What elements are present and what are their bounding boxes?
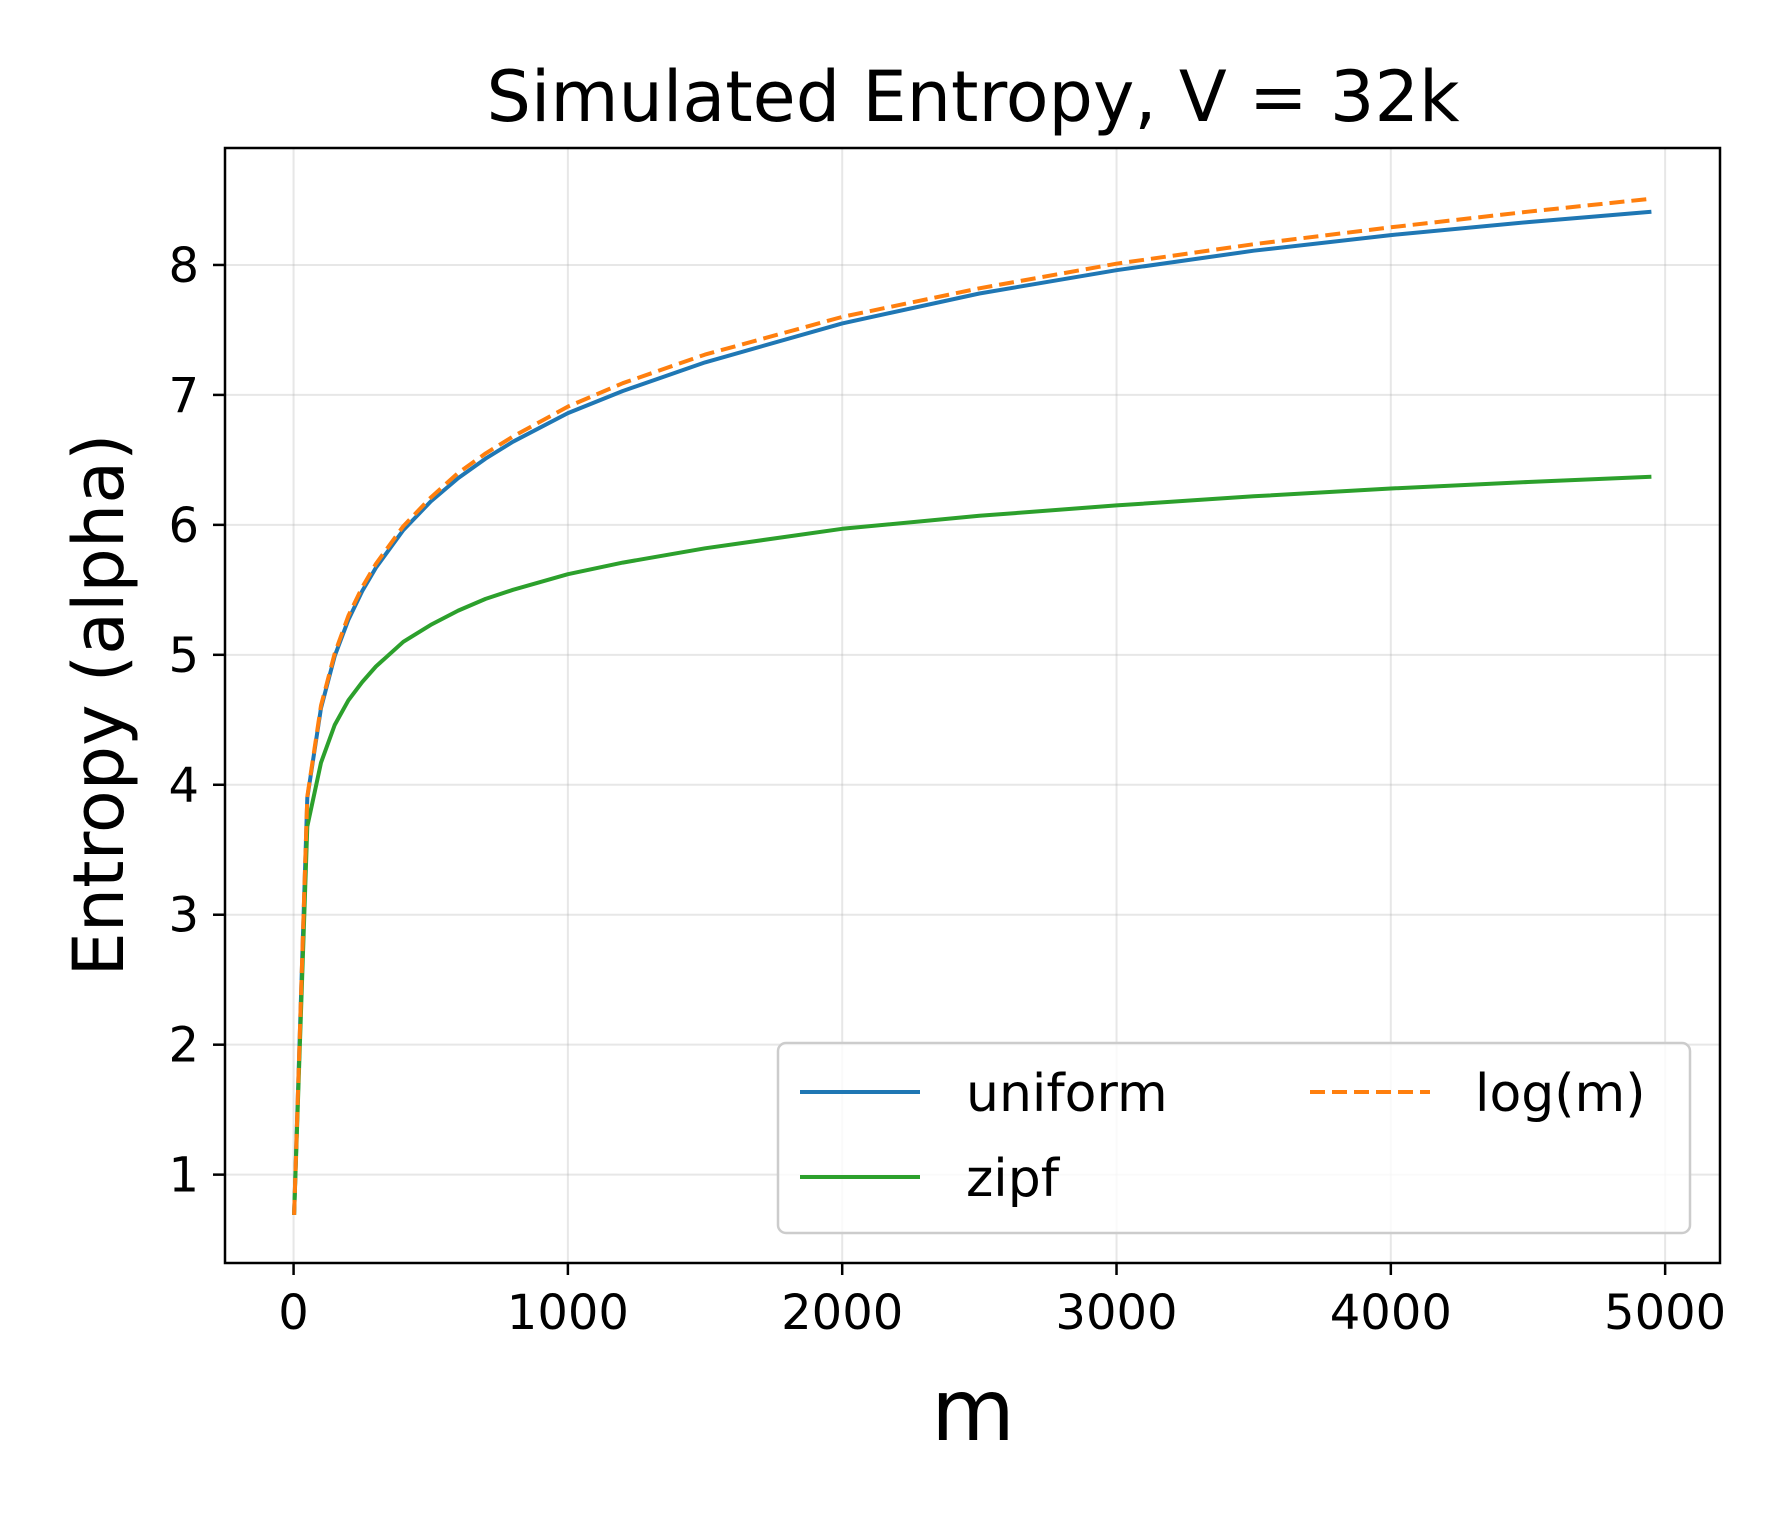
series-line-log-m xyxy=(292,196,1652,1215)
legend-box xyxy=(776,1041,1692,1235)
chart-title: Simulated Entropy, V = 32k xyxy=(486,56,1460,138)
legend-label-uniform: uniform xyxy=(966,1064,1168,1124)
y-tick-label: 2 xyxy=(168,1018,199,1074)
x-tick-label: 5000 xyxy=(1604,1285,1726,1341)
y-tick-label: 3 xyxy=(168,888,199,944)
grid-lines xyxy=(225,148,1720,1263)
axis-ticks: 0 1000 2000 3000 4000 5000 1 2 3 4 5 6 7 8 xyxy=(168,238,1726,1341)
y-tick-label: 5 xyxy=(168,628,199,684)
x-tick-label: 3000 xyxy=(1055,1285,1177,1341)
y-tick-label: 7 xyxy=(168,368,199,424)
y-axis-label: Entropy (alpha) xyxy=(58,434,140,977)
x-tick-label: 4000 xyxy=(1330,1285,1452,1341)
legend-label-zipf: zipf xyxy=(966,1149,1061,1209)
series-line-zipf xyxy=(292,474,1652,1215)
x-tick-label: 2000 xyxy=(781,1285,903,1341)
y-tick-label: 4 xyxy=(168,758,199,814)
y-tick-label: 6 xyxy=(168,498,199,554)
legend-label-log-m: log(m) xyxy=(1475,1064,1646,1124)
legend: uniform zipf log(m) xyxy=(776,1041,1692,1235)
x-tick-label: 0 xyxy=(278,1285,309,1341)
y-tick-label: 8 xyxy=(168,238,199,294)
x-axis-label: m xyxy=(931,1361,1015,1461)
y-tick-label: 1 xyxy=(168,1148,199,1204)
plot-frame xyxy=(223,146,1722,1265)
x-tick-label: 1000 xyxy=(507,1285,629,1341)
series-lines xyxy=(292,196,1652,1215)
